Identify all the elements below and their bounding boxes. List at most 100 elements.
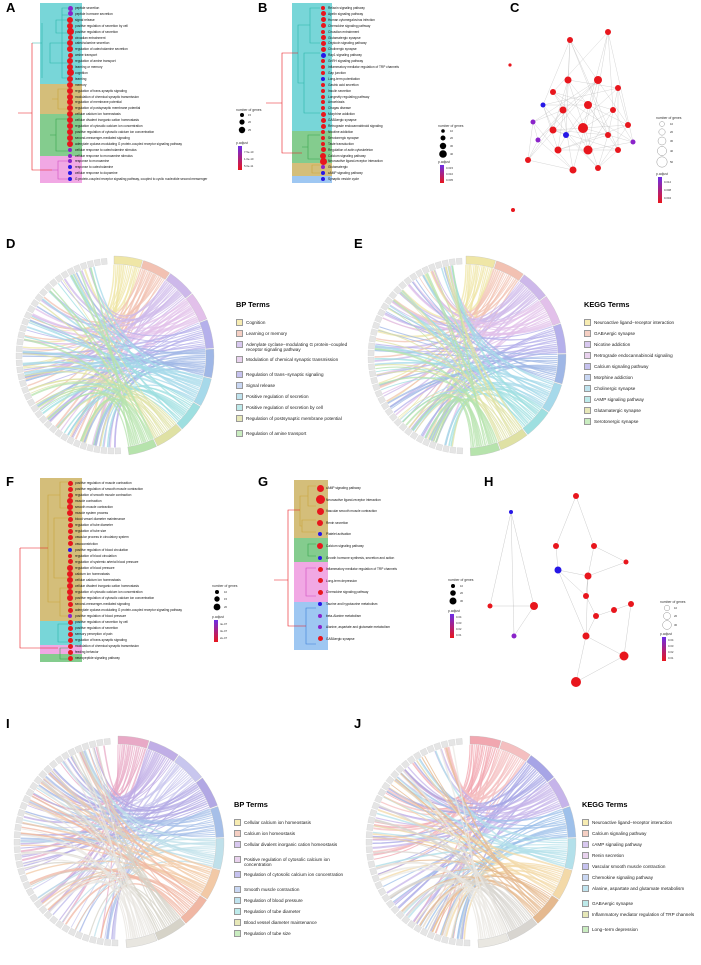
panelA-term-label: positive regulation of secretion xyxy=(75,29,119,34)
panel-g-tick-3: 0.01 xyxy=(456,633,462,637)
panelF-term-label: vascular process in circulatory system xyxy=(75,535,129,540)
chord-term-sector xyxy=(147,740,179,762)
panelF-term-dot xyxy=(67,588,73,595)
panelG-term-dot xyxy=(316,507,324,515)
panelB-term-label: Glutamatergic synapse xyxy=(328,35,361,40)
panelJ-legend-item: Inflammatory mediator regulation of TRP … xyxy=(592,912,695,917)
chord-gene-segment xyxy=(15,352,23,359)
chord-gene-segment xyxy=(13,838,21,846)
network-edge xyxy=(510,511,515,637)
panelB-term-label: Rap1 signaling pathway xyxy=(328,53,362,58)
chord-ribbon xyxy=(386,790,566,830)
panelF-term-dot xyxy=(67,510,73,517)
panelB-term-label: cAMP signaling pathway xyxy=(328,171,363,176)
panel-f-color-bar xyxy=(214,620,218,642)
panelF-term-dot xyxy=(67,570,73,577)
panelI-legend-swatch xyxy=(234,856,241,863)
chord-gene-segment xyxy=(385,899,395,909)
network-edge xyxy=(532,121,539,141)
panelJ-legend-item: Calcium signaling pathway xyxy=(592,831,647,836)
panelA-term-label: peptide secretion xyxy=(75,6,100,10)
panel-h-color-title: p.adjust xyxy=(660,632,672,636)
network-node xyxy=(615,147,621,153)
panelJ-legend-swatch xyxy=(582,841,589,848)
panelF-term-label: regulation of blood circulation xyxy=(75,553,117,558)
network-node xyxy=(605,29,611,35)
network-edge xyxy=(623,603,632,657)
panelB-term-label: Taste transduction xyxy=(328,141,354,146)
panelD-legend-swatch xyxy=(236,319,243,326)
chord-gene-segment xyxy=(25,788,35,797)
chord-term-sector xyxy=(564,838,577,870)
panelD-legend-item: Adenylate cyclase−modulating G protein−c… xyxy=(246,342,348,352)
panelB-term-label: Oxytocin signaling pathway xyxy=(328,41,367,46)
chord-gene-segment xyxy=(409,431,419,440)
network-node xyxy=(487,603,493,609)
panelF-term-label: regulation of tube size xyxy=(75,529,107,534)
chord-gene-segment xyxy=(104,938,111,946)
panelI-legend-swatch xyxy=(234,886,241,893)
panelA-term-label: regulation of catecholamine secretion xyxy=(75,47,128,52)
chord-term-sector xyxy=(195,777,218,809)
chord-gene-segment xyxy=(13,846,21,854)
chord-gene-segment xyxy=(366,823,374,831)
panel-a-tree: peptide secretion peptide hormone secreti… xyxy=(12,3,232,183)
network-node xyxy=(610,107,616,113)
chord-ribbon xyxy=(28,802,141,938)
chord-term-sector xyxy=(522,408,549,435)
panelD-legend-item: Signal release xyxy=(246,383,276,388)
panelA-term-dot xyxy=(67,11,73,17)
panelG-term-dot xyxy=(317,543,323,549)
chord-gene-segment xyxy=(374,315,383,323)
chord-ribbon xyxy=(81,750,216,842)
chord-gene-segment xyxy=(365,831,373,839)
chord-term-sector xyxy=(199,319,214,349)
panel-g-tick-0: 0.04 xyxy=(456,615,462,619)
network-edge xyxy=(510,511,535,607)
panelF-term-label: regulation of tube diameter xyxy=(75,523,113,528)
network-edge xyxy=(557,569,589,577)
panelF-term-label: vasoconstriction xyxy=(75,541,98,546)
chord-ribbon xyxy=(384,284,525,331)
chord-gene-segment xyxy=(369,370,377,378)
panelA-term-dot xyxy=(67,123,73,129)
chord-gene-segment xyxy=(93,258,101,267)
panelJ-legend-swatch xyxy=(582,911,589,918)
panelF-term-label: cellular calcium ion homeostasis xyxy=(75,577,121,582)
chord-ribbon xyxy=(372,836,526,923)
chord-gene-segment xyxy=(368,342,376,350)
chord-gene-segment xyxy=(413,924,423,933)
panelF-term-dot xyxy=(67,637,73,643)
chord-gene-segment xyxy=(367,860,376,869)
panel-h-size-10: 10 xyxy=(674,606,678,610)
chord-ribbon xyxy=(26,329,205,348)
panelI-legend-swatch xyxy=(234,919,241,926)
panelA-term-label: positive regulation of secretion by cell xyxy=(75,23,128,28)
network-node xyxy=(559,106,567,114)
chord-gene-segment xyxy=(420,927,429,937)
chord-gene-segment xyxy=(107,447,114,455)
chord-ribbon xyxy=(413,761,536,805)
network-edge xyxy=(565,87,619,136)
chord-gene-segment xyxy=(370,328,378,336)
chord-gene-segment xyxy=(86,260,95,268)
chord-ribbon xyxy=(74,754,172,925)
chord-ribbon xyxy=(88,748,187,913)
panelF-term-dot xyxy=(67,601,73,607)
panel-f-size-10: 10 xyxy=(224,590,228,594)
panel-h-size-title: number of genes xyxy=(660,600,686,604)
chord-gene-segment xyxy=(434,261,443,269)
panelB-term-dot xyxy=(321,76,325,81)
panel-c-size-40: 40 xyxy=(670,149,674,153)
chord-ribbon xyxy=(411,281,555,382)
chord-gene-segment xyxy=(365,838,373,846)
network-node xyxy=(611,607,617,613)
panelA-term-dot xyxy=(67,75,73,82)
network-edge xyxy=(552,91,589,151)
panelE-legend-swatch xyxy=(584,341,591,348)
panel-g-tick-2: 0.02 xyxy=(456,627,462,631)
panelJ-legend-swatch xyxy=(582,874,589,881)
chord-gene-segment xyxy=(403,276,413,286)
chord-term-sector xyxy=(532,895,559,924)
network-node xyxy=(511,208,515,212)
